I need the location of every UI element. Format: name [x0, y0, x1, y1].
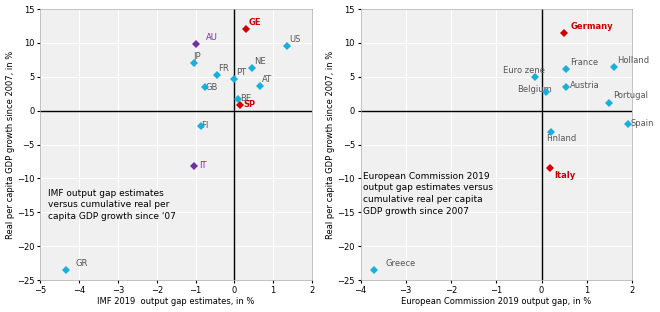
Text: FR: FR	[218, 65, 229, 73]
Text: GB: GB	[205, 83, 218, 92]
Text: IMF output gap estimates
versus cumulative real per
capita GDP growth since '07: IMF output gap estimates versus cumulati…	[48, 189, 176, 221]
Text: AT: AT	[261, 75, 272, 84]
Text: US: US	[290, 35, 301, 44]
Text: Portugal: Portugal	[612, 91, 647, 100]
Text: AU: AU	[207, 33, 218, 42]
Text: Spain: Spain	[631, 119, 654, 128]
Text: France: France	[570, 58, 598, 67]
Text: Germany: Germany	[571, 22, 614, 31]
Text: Finland: Finland	[546, 134, 576, 143]
Text: BE: BE	[240, 94, 251, 103]
Text: Austria: Austria	[570, 81, 599, 90]
Text: JP: JP	[193, 52, 201, 61]
Text: Holland: Holland	[617, 56, 649, 65]
Text: FI: FI	[201, 121, 209, 130]
Text: GR: GR	[75, 259, 88, 268]
Text: SP: SP	[243, 100, 255, 109]
Text: GE: GE	[249, 18, 261, 27]
Text: Italy: Italy	[554, 171, 576, 180]
Text: Greece: Greece	[385, 259, 416, 268]
Text: NE: NE	[253, 57, 265, 66]
Y-axis label: Real per capita GDP growth since 2007, in %: Real per capita GDP growth since 2007, i…	[5, 51, 15, 239]
Text: Belgium: Belgium	[517, 85, 552, 94]
Text: PT: PT	[236, 68, 246, 77]
Text: European Commission 2019
output gap estimates versus
cumulative real per capita
: European Commission 2019 output gap esti…	[363, 172, 493, 216]
X-axis label: IMF 2019  output gap estimates, in %: IMF 2019 output gap estimates, in %	[98, 297, 255, 306]
Text: IT: IT	[199, 161, 207, 170]
Text: Euro zene: Euro zene	[503, 66, 545, 75]
X-axis label: European Commission 2019 output gap, in %: European Commission 2019 output gap, in …	[401, 297, 591, 306]
Y-axis label: Real per capita GDP growth since 2007, in %: Real per capita GDP growth since 2007, i…	[325, 51, 335, 239]
